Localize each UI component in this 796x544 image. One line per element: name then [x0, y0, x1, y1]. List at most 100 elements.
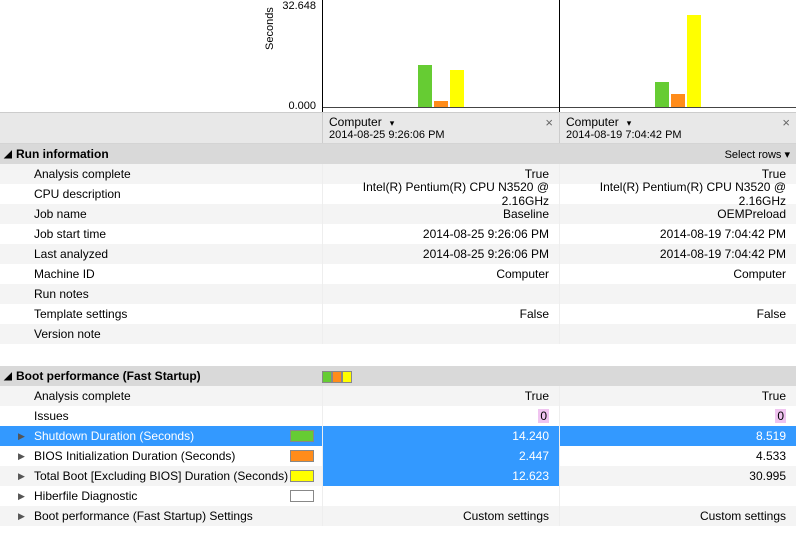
- collapse-icon[interactable]: ◢: [0, 371, 16, 382]
- row-value: 2014-08-19 7:04:42 PM: [559, 224, 796, 244]
- row-label-cell: Job start time: [0, 224, 322, 244]
- row-value: [559, 284, 796, 304]
- table-row[interactable]: ▶ Total Boot [Excluding BIOS] Duration (S…: [0, 466, 796, 486]
- row-label-cell: ▶ Boot performance (Fast Startup) Setting…: [0, 506, 322, 526]
- column-header[interactable]: Computer2014-08-25 9:26:06 PM ×: [322, 113, 559, 143]
- row-value: Custom settings: [559, 506, 796, 526]
- row-value: [559, 324, 796, 344]
- series-swatch: [290, 430, 314, 442]
- table-row[interactable]: Run notes: [0, 284, 796, 304]
- row-label: Shutdown Duration (Seconds): [34, 429, 194, 443]
- row-label: Total Boot [Excluding BIOS] Duration (Se…: [34, 469, 288, 483]
- row-label-cell: CPU description: [0, 184, 322, 204]
- table-row[interactable]: ▶ BIOS Initialization Duration (Seconds) 2…: [0, 446, 796, 466]
- table-row[interactable]: CPU descriptionIntel(R) Pentium(R) CPU N…: [0, 184, 796, 204]
- row-value: True: [559, 386, 796, 406]
- row-label: Issues: [34, 409, 69, 423]
- row-label: Analysis complete: [34, 167, 131, 181]
- row-value: Computer: [322, 264, 559, 284]
- expand-icon[interactable]: ▶: [18, 451, 25, 462]
- expand-icon[interactable]: ▶: [18, 511, 25, 522]
- row-label-cell: Version note: [0, 324, 322, 344]
- chart-bar: [671, 94, 685, 108]
- row-value: [322, 284, 559, 304]
- row-label-cell: ▶ BIOS Initialization Duration (Seconds): [0, 446, 322, 466]
- series-swatch: [290, 470, 314, 482]
- row-value: False: [559, 304, 796, 324]
- row-value: Intel(R) Pentium(R) CPU N3520 @ 2.16GHz: [322, 184, 559, 204]
- table-row[interactable]: Issues00: [0, 406, 796, 426]
- collapse-icon[interactable]: ◢: [0, 149, 16, 160]
- row-label-cell: ▶ Total Boot [Excluding BIOS] Duration (S…: [0, 466, 322, 486]
- chart-bar: [418, 65, 432, 108]
- select-rows-button[interactable]: Select rows ▾: [725, 148, 796, 161]
- chart-column: [322, 0, 559, 112]
- row-label-cell: ▶ Hiberfile Diagnostic: [0, 486, 322, 506]
- row-value: [559, 486, 796, 506]
- row-label-cell: Analysis complete: [0, 386, 322, 406]
- row-value: 30.995: [559, 466, 796, 486]
- table-row[interactable]: ▶ Boot performance (Fast Startup) Setting…: [0, 506, 796, 526]
- row-label: Job name: [34, 207, 87, 221]
- row-value: Baseline: [322, 204, 559, 224]
- row-value: 8.519: [559, 426, 796, 446]
- row-label-cell: Template settings: [0, 304, 322, 324]
- section-header[interactable]: ◢Run informationSelect rows ▾: [0, 144, 796, 164]
- section-title: Boot performance (Fast Startup): [16, 369, 201, 383]
- close-icon[interactable]: ×: [782, 115, 790, 130]
- row-value: Custom settings: [322, 506, 559, 526]
- row-label: Hiberfile Diagnostic: [34, 489, 137, 503]
- table-row[interactable]: Version note: [0, 324, 796, 344]
- row-value: 14.240: [322, 426, 559, 446]
- row-value: OEMPreload: [559, 204, 796, 224]
- column-header-subtitle: 2014-08-19 7:04:42 PM: [566, 129, 682, 141]
- row-label: Machine ID: [34, 267, 95, 281]
- chart-y-axis: 32.648 0.000: [282, 0, 322, 112]
- row-label-cell: ▶ Shutdown Duration (Seconds): [0, 426, 322, 446]
- row-value: 0: [322, 406, 559, 426]
- chart-column: [559, 0, 796, 112]
- row-value: [322, 486, 559, 506]
- section-swatches: [322, 369, 352, 383]
- table-row[interactable]: ▶ Shutdown Duration (Seconds) 14.2408.519: [0, 426, 796, 446]
- row-value: 2.447: [322, 446, 559, 466]
- column-header[interactable]: Computer2014-08-19 7:04:42 PM ×: [559, 113, 796, 143]
- row-label: BIOS Initialization Duration (Seconds): [34, 449, 235, 463]
- column-header-row: Computer2014-08-25 9:26:06 PM×Computer20…: [0, 112, 796, 144]
- series-swatch: [290, 450, 314, 462]
- row-value: 2014-08-25 9:26:06 PM: [322, 224, 559, 244]
- table-row[interactable]: Analysis completeTrueTrue: [0, 386, 796, 406]
- row-value: 2014-08-25 9:26:06 PM: [322, 244, 559, 264]
- expand-icon[interactable]: ▶: [18, 471, 25, 482]
- row-value: 12.623: [322, 466, 559, 486]
- column-header-subtitle: 2014-08-25 9:26:06 PM: [329, 129, 445, 141]
- row-label-cell: Run notes: [0, 284, 322, 304]
- row-value: Intel(R) Pentium(R) CPU N3520 @ 2.16GHz: [559, 184, 796, 204]
- table-row[interactable]: Machine ID ComputerComputer: [0, 264, 796, 284]
- chart-y-max: 32.648: [282, 0, 316, 12]
- row-label: Version note: [34, 327, 101, 341]
- row-label: Analysis complete: [34, 389, 131, 403]
- table-row[interactable]: Job name BaselineOEMPreload: [0, 204, 796, 224]
- expand-icon[interactable]: ▶: [18, 431, 25, 442]
- row-label-cell: Analysis complete: [0, 164, 322, 184]
- column-header-title[interactable]: Computer: [566, 115, 682, 129]
- row-label-cell: Machine ID: [0, 264, 322, 284]
- chart-bar: [450, 70, 464, 108]
- chart-y-min: 0.000: [288, 100, 316, 112]
- series-swatch: [290, 490, 314, 502]
- row-label: Run notes: [34, 287, 89, 301]
- chart-bar: [687, 15, 701, 108]
- row-value: 4.533: [559, 446, 796, 466]
- close-icon[interactable]: ×: [545, 115, 553, 130]
- table-row[interactable]: Job start time2014-08-25 9:26:06 PM2014-…: [0, 224, 796, 244]
- row-label-cell: Job name: [0, 204, 322, 224]
- section-header[interactable]: ◢Boot performance (Fast Startup): [0, 366, 796, 386]
- column-header-title[interactable]: Computer: [329, 115, 445, 129]
- expand-icon[interactable]: ▶: [18, 491, 25, 502]
- table-row[interactable]: ▶ Hiberfile Diagnostic: [0, 486, 796, 506]
- row-value: Computer: [559, 264, 796, 284]
- table-row[interactable]: Template settingsFalseFalse: [0, 304, 796, 324]
- row-label: Boot performance (Fast Startup) Settings: [34, 509, 253, 523]
- table-row[interactable]: Last analyzed2014-08-25 9:26:06 PM2014-0…: [0, 244, 796, 264]
